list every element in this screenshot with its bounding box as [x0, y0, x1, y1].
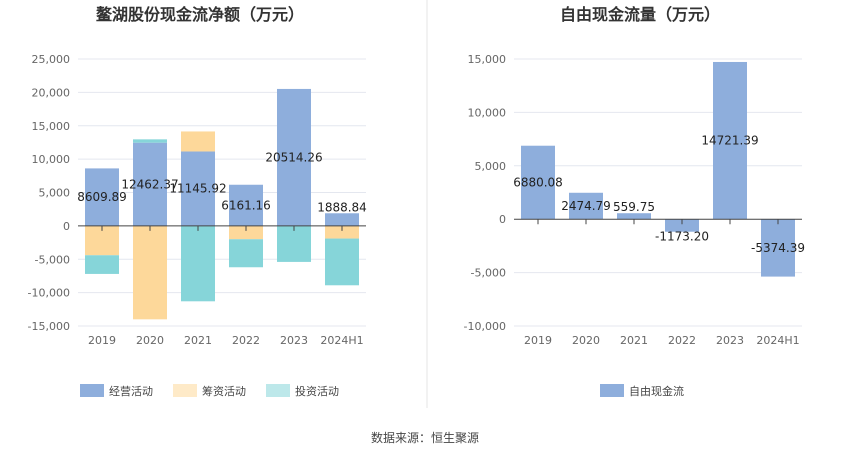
y-tick-label: 0 — [499, 213, 506, 226]
legend-swatch — [600, 384, 624, 397]
bar-投资活动-2024H1 — [325, 238, 359, 286]
chart-title: 自由现金流量（万元） — [560, 5, 720, 24]
chart-title: 鳌湖股份现金流净额（万元） — [96, 5, 304, 24]
data-label: 20514.26 — [265, 150, 322, 164]
legend-label: 筹资活动 — [202, 384, 246, 398]
data-label: 12462.37 — [121, 177, 178, 191]
data-label: 14721.39 — [701, 134, 758, 148]
data-label: 8609.89 — [77, 190, 127, 204]
bar-筹资活动-2021 — [181, 131, 215, 152]
x-tick-label: 2019 — [88, 334, 116, 347]
data-label: 1888.84 — [317, 200, 367, 214]
bar-筹资活动-2020 — [133, 225, 167, 320]
legend-item: 筹资活动 — [173, 384, 246, 398]
x-tick-label: 2022 — [668, 334, 696, 347]
legend-item: 投资活动 — [266, 384, 339, 398]
x-tick-label: 2023 — [280, 334, 308, 347]
y-tick-label: -5,000 — [35, 253, 70, 266]
bar-自由现金流-2022 — [665, 219, 699, 232]
bar-自由现金流-2019 — [521, 145, 555, 220]
bar-经营活动-2024H1 — [325, 213, 359, 226]
data-label: 6880.08 — [513, 175, 563, 189]
chart-1: 鳌湖股份现金流净额（万元） 25,000 20,000 15,000 10,000 5,0… — [28, 5, 367, 398]
x-tick-label: 2019 — [524, 334, 552, 347]
data-label: 2474.79 — [561, 199, 611, 213]
y-tick-label: 10,000 — [468, 106, 507, 119]
bar-自由现金流-2024H1 — [761, 219, 795, 277]
legend-label: 经营活动 — [109, 384, 153, 398]
bar-经营活动-2022 — [229, 184, 263, 226]
legend-item: 经营活动 — [80, 384, 153, 398]
y-tick-label: 15,000 — [468, 53, 507, 66]
legend-item: 自由现金流 — [600, 384, 684, 398]
data-label: 6161.16 — [221, 198, 271, 212]
bar-筹资活动-2024H1 — [325, 225, 359, 239]
y-tick-label: 15,000 — [32, 120, 71, 133]
x-tick-label: 2024H1 — [320, 334, 363, 347]
y-tick-label: 0 — [63, 220, 70, 233]
bar-自由现金流-2020 — [569, 192, 603, 220]
y-tick-label: 20,000 — [32, 86, 71, 99]
x-tick-label: 2023 — [716, 334, 744, 347]
x-tick-label: 2024H1 — [756, 334, 799, 347]
data-label: -1173.20 — [655, 230, 709, 244]
x-tick-label: 2020 — [136, 334, 164, 347]
y-tick-label: -5,000 — [471, 267, 506, 280]
y-tick-label: 10,000 — [32, 153, 71, 166]
y-tick-label: 5,000 — [475, 160, 507, 173]
bar-投资活动-2020 — [133, 139, 167, 143]
y-tick-label: 5,000 — [39, 187, 71, 200]
y-tick-label: -15,000 — [28, 320, 70, 333]
y-tick-label: 25,000 — [32, 53, 71, 66]
legend-label: 投资活动 — [295, 384, 339, 398]
source-note: 数据来源：恒生聚源 — [371, 430, 479, 445]
x-tick-label: 2021 — [184, 334, 212, 347]
bar-筹资活动-2022 — [229, 225, 263, 240]
bar-自由现金流-2021 — [617, 213, 651, 220]
y-tick-label: -10,000 — [464, 320, 506, 333]
bar-自由现金流-2023 — [713, 61, 747, 220]
x-tick-label: 2022 — [232, 334, 260, 347]
x-tick-label: 2021 — [620, 334, 648, 347]
bar-经营活动-2023 — [277, 88, 311, 226]
bar-投资活动-2023 — [277, 225, 311, 262]
bar-投资活动-2019 — [85, 255, 119, 274]
chart-2: 自由现金流量（万元） 15,000 10,000 5,000 0 -5,000 -10,00… — [464, 5, 805, 398]
bar-投资活动-2022 — [229, 239, 263, 268]
y-tick-label: -10,000 — [28, 287, 70, 300]
legend-label: 自由现金流 — [629, 384, 684, 398]
bar-经营活动-2020 — [133, 142, 167, 226]
data-label: -5374.39 — [751, 241, 805, 255]
legend-swatch — [80, 384, 104, 397]
legend-swatch — [266, 384, 290, 397]
data-label: 559.75 — [613, 200, 655, 214]
bar-投资活动-2021 — [181, 225, 215, 302]
legend-swatch — [173, 384, 197, 397]
x-tick-label: 2020 — [572, 334, 600, 347]
bar-经营活动-2021 — [181, 151, 215, 226]
data-label: 11145.92 — [169, 182, 226, 196]
bar-经营活动-2019 — [85, 168, 119, 226]
